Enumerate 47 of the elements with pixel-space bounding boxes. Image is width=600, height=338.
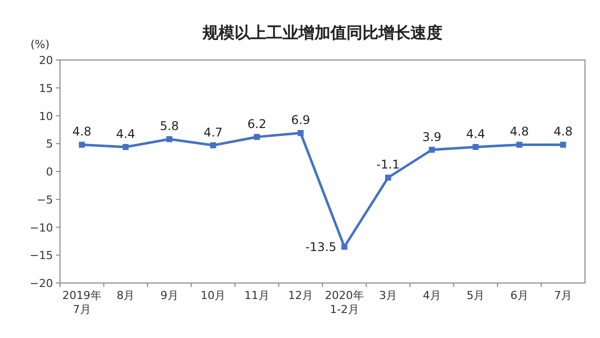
point [122, 144, 129, 150]
y-tick-label: −5 [36, 193, 53, 206]
x-tick-label: 2019年 7月 [62, 289, 102, 316]
data-label: 4.4 [116, 126, 136, 141]
data-label: -1.1 [376, 158, 400, 172]
x-tick-label: 12月 [288, 289, 314, 302]
data-label: 4.8 [510, 124, 529, 139]
x-tick-label: 2020年 1-2月 [324, 289, 364, 316]
data-label: -13.5 [305, 240, 336, 254]
x-tick-label: 11月 [244, 289, 270, 302]
y-tick-label: −10 [30, 221, 53, 234]
data-label: 3.9 [422, 130, 442, 144]
point [560, 142, 566, 148]
x-tick-label: 3月 [379, 289, 398, 302]
y-tick-label: 15 [39, 82, 53, 95]
y-tick-label: 5 [46, 138, 53, 151]
point [341, 244, 348, 250]
point [78, 142, 85, 148]
y-tick-label: 20 [39, 54, 53, 67]
point [166, 136, 172, 142]
point [472, 144, 479, 150]
data-label: 4.8 [72, 124, 92, 139]
data-label: 4.4 [466, 126, 486, 141]
point [210, 142, 216, 148]
y-tick-label: 0 [46, 166, 53, 178]
x-tick-label: 5月 [466, 289, 485, 302]
point [298, 130, 304, 136]
y-tick-label: 10 [39, 110, 53, 123]
data-label: 6.2 [247, 116, 266, 131]
data-label: 6.9 [291, 113, 310, 128]
data-label: 4.8 [554, 124, 573, 139]
x-tick-label: 4月 [422, 289, 441, 302]
x-tick-label: 7月 [554, 289, 572, 302]
data-label: 4.7 [204, 125, 223, 140]
point [385, 174, 392, 181]
y-tick-label: −20 [30, 277, 53, 290]
x-tick-label: 9月 [160, 289, 178, 302]
chart-title: 规模以上工业增加值同比增长速度 [202, 23, 442, 42]
x-tick-label: 6月 [510, 289, 528, 302]
x-tick-label: 8月 [116, 289, 135, 302]
point [254, 134, 260, 140]
y-axis-title: (%) [30, 38, 50, 51]
point [428, 146, 435, 153]
x-tick-label: 10月 [200, 289, 226, 302]
data-label: 5.8 [160, 119, 179, 134]
point [516, 142, 522, 148]
y-tick-label: −15 [30, 249, 53, 262]
